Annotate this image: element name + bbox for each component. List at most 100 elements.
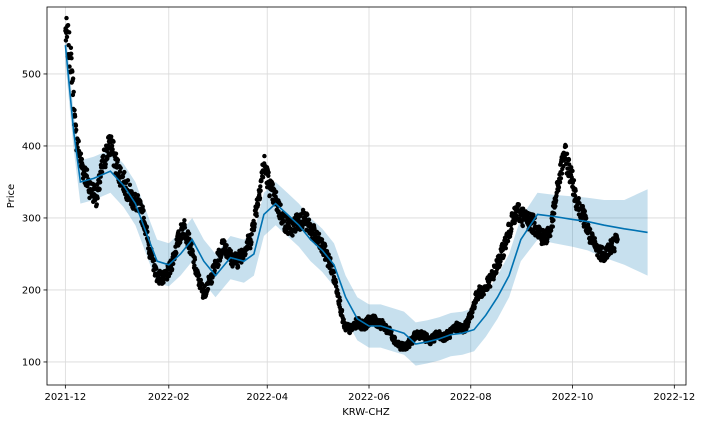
observed-point <box>260 175 266 180</box>
observed-point <box>548 228 554 233</box>
observed-point <box>222 239 227 244</box>
observed-point <box>566 157 572 162</box>
observed-point <box>472 304 477 309</box>
observed-point <box>209 280 215 285</box>
observed-point <box>79 156 85 162</box>
plot-area-frame <box>46 6 687 386</box>
observed-point <box>324 249 330 254</box>
observed-point <box>72 114 78 119</box>
grid-layer <box>47 7 686 385</box>
observed-point <box>571 178 577 183</box>
observed-point <box>615 237 620 242</box>
observed-point <box>84 173 90 179</box>
observed-point <box>550 224 555 229</box>
observed-point <box>337 298 343 303</box>
observed-point <box>612 249 617 254</box>
observed-point <box>553 198 559 203</box>
observed-point <box>259 178 264 184</box>
observed-point <box>174 250 179 256</box>
observed-point <box>161 280 166 285</box>
observed-point <box>109 143 115 148</box>
observed-point <box>587 227 593 232</box>
observed-point <box>196 273 202 278</box>
observed-point <box>140 204 145 209</box>
observed-point <box>257 195 263 201</box>
observed-point <box>63 38 69 43</box>
y-tick-label: 100 <box>22 357 41 368</box>
observed-point <box>141 215 146 221</box>
observed-point <box>312 226 317 232</box>
forecast-line <box>64 45 648 345</box>
observed-point <box>76 139 81 144</box>
observed-point <box>335 287 340 293</box>
observed-point <box>113 151 119 156</box>
forecast-line-layer <box>64 45 648 345</box>
observed-point <box>205 286 211 292</box>
observed-point <box>481 292 486 297</box>
observed-point <box>235 264 241 270</box>
y-axis: 100 200 300 400 500 <box>22 69 47 368</box>
observed-point <box>266 173 271 178</box>
observed-point <box>73 123 79 128</box>
observed-point <box>97 186 102 192</box>
observed-point <box>341 317 346 322</box>
observed-point <box>72 107 77 113</box>
observed-point <box>182 218 187 223</box>
observed-point <box>572 193 578 198</box>
observed-point <box>65 23 71 28</box>
observed-point <box>84 167 90 172</box>
observed-point <box>556 185 562 190</box>
observed-point <box>333 280 339 285</box>
observed-point <box>266 170 271 175</box>
observed-point <box>552 211 557 216</box>
y-tick-label: 400 <box>22 141 41 152</box>
observed-point <box>278 202 283 207</box>
observed-point <box>78 151 84 156</box>
observed-point <box>551 218 556 223</box>
observed-point <box>101 153 106 159</box>
observed-point <box>505 238 511 244</box>
observed-point <box>186 231 192 236</box>
observed-point <box>306 217 312 222</box>
x-tick-label: 2022-04 <box>246 392 288 403</box>
x-tick-label: 2022-08 <box>450 392 492 403</box>
x-tick-label: 2022-06 <box>348 392 390 403</box>
observed-point <box>67 64 72 69</box>
observed-point <box>503 246 508 251</box>
observed-point <box>103 162 108 167</box>
observed-point <box>71 89 76 95</box>
observed-point <box>243 251 248 257</box>
observed-point <box>494 270 499 275</box>
observed-point <box>520 223 525 229</box>
observed-point <box>497 262 503 268</box>
observed-point <box>258 184 263 189</box>
observed-point <box>95 196 100 201</box>
observed-point <box>339 308 345 313</box>
observed-point <box>99 169 105 175</box>
x-tick-label: 2021-12 <box>44 392 86 403</box>
observed-point <box>70 69 75 74</box>
observed-point <box>332 269 337 275</box>
observed-point <box>248 246 253 251</box>
x-tick-label: 2022-02 <box>148 392 190 403</box>
observed-point <box>501 253 507 258</box>
observed-point <box>125 178 131 183</box>
observed-point <box>120 174 126 179</box>
observed-point <box>249 232 254 237</box>
x-tick-label: 2022-10 <box>552 392 594 403</box>
observed-point <box>316 231 322 236</box>
observed-point <box>319 237 325 242</box>
observed-point <box>584 216 589 221</box>
observed-point <box>392 335 398 340</box>
observed-point <box>122 169 127 175</box>
observed-point <box>582 209 587 214</box>
observed-point <box>334 284 339 289</box>
observed-point <box>224 243 229 248</box>
observed-point <box>466 319 471 325</box>
observed-point <box>565 166 570 171</box>
observed-point <box>64 15 69 21</box>
observed-point <box>270 182 275 187</box>
y-axis-title: Price <box>6 184 17 208</box>
